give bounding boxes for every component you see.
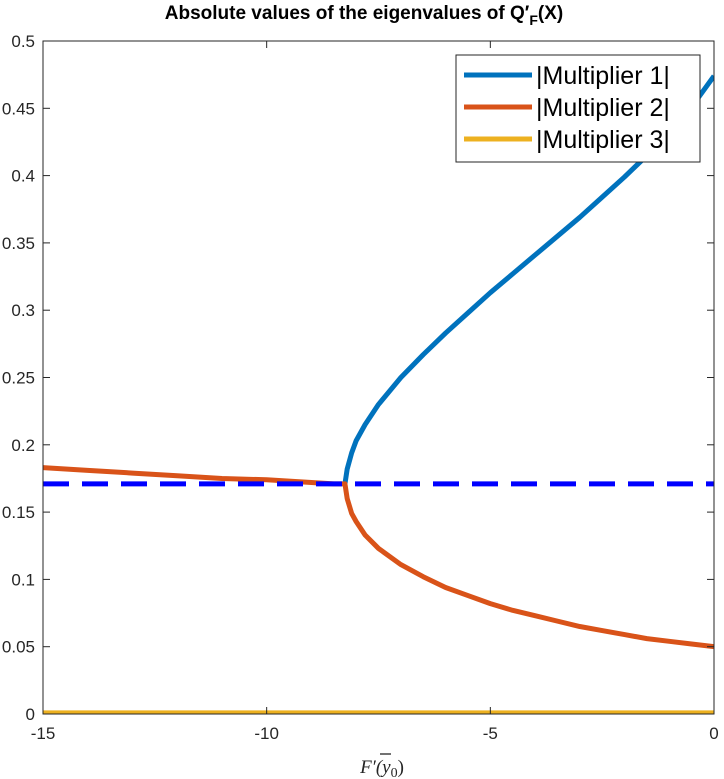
- x-tick-label: -15: [31, 724, 56, 743]
- x-tick-label: -10: [254, 724, 279, 743]
- y-tick-label: 0.3: [11, 301, 35, 320]
- y-tick-label: 0.4: [11, 167, 35, 186]
- x-axis-label: F′(y0): [359, 757, 404, 779]
- legend-label-multiplier-2: |Multiplier 2|: [536, 94, 670, 122]
- legend: |Multiplier 1| |Multiplier 2| |Multiplier …: [455, 54, 701, 163]
- y-tick-label: 0.2: [11, 436, 35, 455]
- legend-label-multiplier-1: |Multiplier 1|: [536, 62, 670, 90]
- y-tick-label: 0.1: [11, 570, 35, 589]
- x-tick-label: 0: [709, 724, 718, 743]
- y-tick-label: 0.45: [2, 99, 35, 118]
- y-tick-label: 0.05: [2, 638, 35, 657]
- y-tick-label: 0.25: [2, 369, 35, 388]
- y-tick-label: 0.35: [2, 234, 35, 253]
- y-tick-label: 0: [26, 705, 35, 724]
- series-line-multiplier-2: [43, 465, 714, 650]
- y-tick-label: 0.5: [11, 32, 35, 51]
- x-tick-label: -5: [483, 724, 498, 743]
- ticks: -15 -10 -5 0 0 0.05 0.1 0.15 0.2 0.25 0.3 0.35 0.4 0.…: [2, 32, 719, 743]
- series-layer: [43, 74, 714, 714]
- legend-label-multiplier-3: |Multiplier 3|: [536, 126, 670, 154]
- plot-area: [43, 74, 714, 714]
- series-line-multiplier-1: [342, 74, 714, 485]
- y-tick-label: 0.15: [2, 503, 35, 522]
- chart-title: Absolute values of the eigenvalues of Q′…: [165, 3, 563, 28]
